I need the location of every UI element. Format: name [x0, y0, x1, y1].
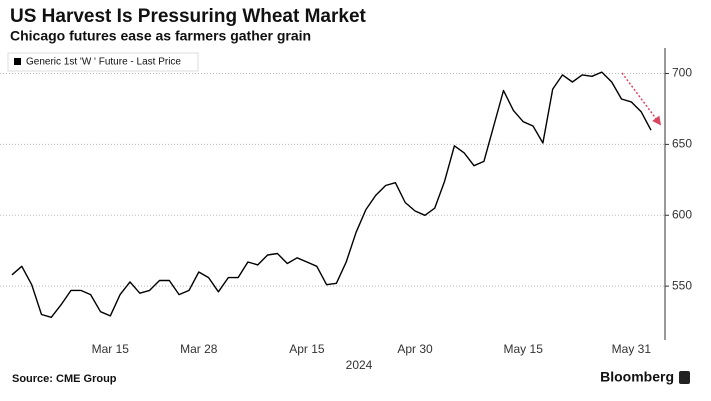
y-tick-label: 550	[672, 278, 692, 292]
x-tick-label: Mar 28	[180, 342, 218, 356]
price-line	[11, 71, 652, 318]
x-tick-label: Apr 30	[397, 342, 433, 356]
x-axis-label: 2024	[346, 358, 373, 372]
logo-icon	[679, 371, 690, 384]
legend-label: Generic 1st 'W ' Future - Last Price	[26, 57, 181, 68]
legend-box	[7, 52, 199, 72]
source: Source: CME Group	[12, 373, 117, 385]
x-tick-label: Apr 15	[289, 342, 325, 356]
legend-swatch	[14, 58, 21, 65]
x-tick-label: May 15	[504, 342, 544, 356]
y-tick-label: 650	[672, 137, 692, 151]
y-tick-label: 600	[672, 207, 692, 221]
y-tick-label: 700	[672, 66, 692, 80]
trend-arrow	[621, 72, 662, 126]
x-tick-label: Mar 15	[92, 342, 130, 356]
chart-subtitle: Chicago futures ease as farmers gather g…	[10, 28, 311, 44]
x-tick-label: May 31	[612, 342, 652, 356]
credit: Bloomberg	[600, 369, 674, 385]
chart-title: US Harvest Is Pressuring Wheat Market	[10, 6, 367, 27]
